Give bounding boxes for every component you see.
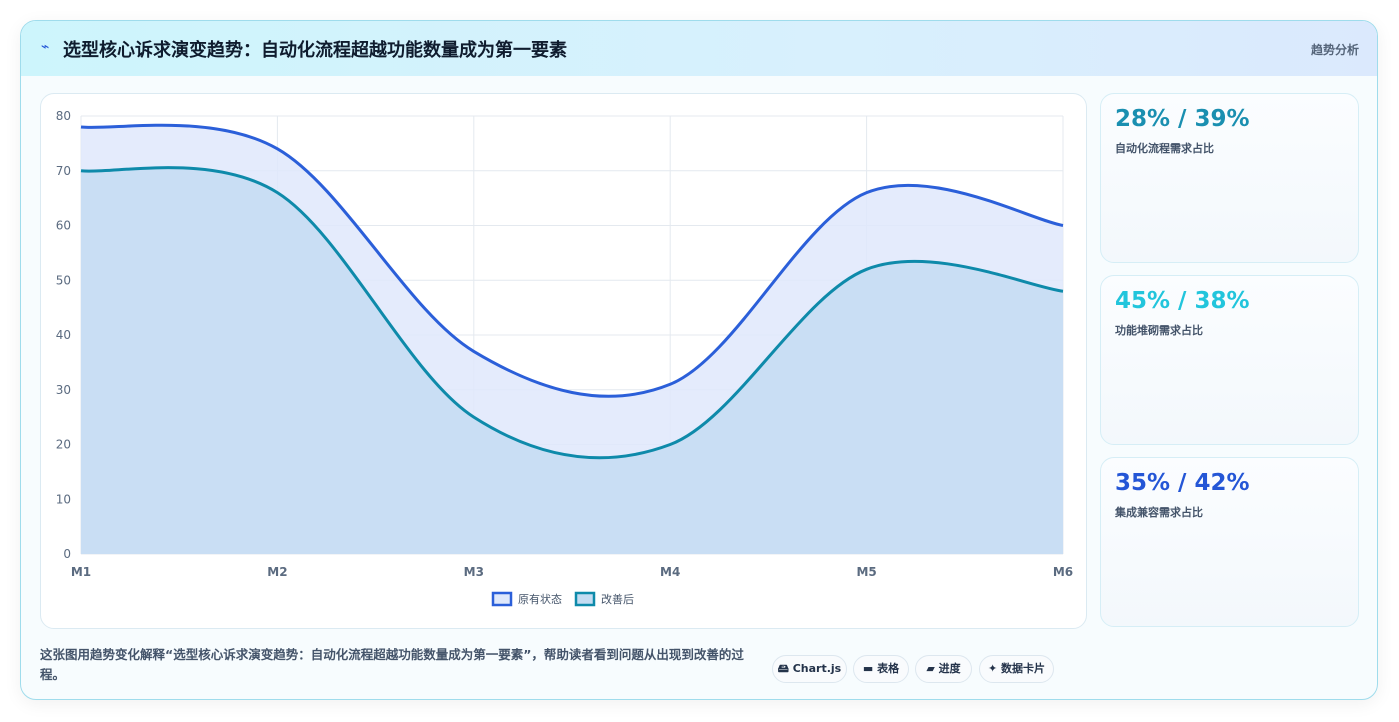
chart-panel: M1 M2 M3 M4 M5 M6 0 10 20 30 40 50 60 70 80 原有状态 改善后 — [40, 93, 1087, 629]
button[interactable]: ▰ 进度 — [915, 655, 972, 683]
y-tick-label: 60 — [56, 219, 71, 233]
header: ⌁ 选型核心诉求演变趋势：自动化流程超越功能数量成为第一要素 趋势分析 — [21, 21, 1377, 76]
stat-label: 集成兼容需求占比 — [1115, 506, 1203, 519]
stat-value: 28% / 39% — [1115, 106, 1250, 132]
x-tick-label: M2 — [267, 565, 287, 579]
x-tick-label: M1 — [71, 565, 91, 579]
stat-value: 45% / 38% — [1115, 288, 1250, 314]
legend-label: 改善后 — [601, 592, 634, 606]
stat-card: 28% / 39% 自动化流程需求占比 — [1100, 93, 1359, 263]
y-tick-label: 50 — [56, 273, 71, 287]
y-tick-label: 40 — [56, 328, 71, 342]
legend-swatch — [491, 591, 513, 607]
line — [80, 166, 1064, 460]
x-tick-label: M3 — [464, 565, 484, 579]
header-title: 选型核心诉求演变趋势：自动化流程超越功能数量成为第一要素 — [63, 40, 567, 61]
y-tick-label: 20 — [56, 438, 71, 452]
stat-value: 35% / 42% — [1115, 470, 1250, 496]
legend-swatch — [574, 591, 596, 607]
y-tick-label: 0 — [63, 547, 71, 561]
x-tick-label: M4 — [660, 565, 680, 579]
chart: M1 M2 M3 M4 M5 M6 0 10 20 30 40 50 60 70 80 原有状态 改善后 — [56, 109, 1073, 607]
x-tick-label: M6 — [1053, 565, 1073, 579]
header-tag: 趋势分析 — [1310, 43, 1359, 57]
footer-text: 这张图用趋势变化解释“选型核心诉求演变趋势：自动化流程超越功能数量成为第一要素”… — [40, 647, 744, 682]
card: ⌁ 选型核心诉求演变趋势：自动化流程超越功能数量成为第一要素 趋势分析 M1 M2… — [20, 20, 1378, 700]
y-tick-label: 30 — [56, 383, 71, 397]
y-tick-label: 10 — [56, 492, 71, 506]
header-icon: ⌁ — [41, 39, 50, 55]
y-tick-label: 70 — [56, 164, 71, 178]
stat-card: 45% / 38% 功能堆砌需求占比 — [1100, 275, 1359, 445]
stat-label: 功能堆砌需求占比 — [1115, 324, 1203, 337]
button[interactable]: ▬ 表格 — [853, 655, 909, 683]
button[interactable]: 🖴 Chart.js — [772, 655, 847, 683]
x-tick-label: M5 — [856, 565, 876, 579]
button[interactable]: ✦ 数据卡片 — [979, 655, 1054, 683]
stat-card: 35% / 42% 集成兼容需求占比 — [1100, 457, 1359, 627]
legend-label: 原有状态 — [518, 592, 562, 606]
area — [81, 167, 1063, 554]
stat-label: 自动化流程需求占比 — [1115, 142, 1214, 155]
line — [80, 123, 1064, 398]
y-tick-label: 80 — [56, 109, 71, 123]
